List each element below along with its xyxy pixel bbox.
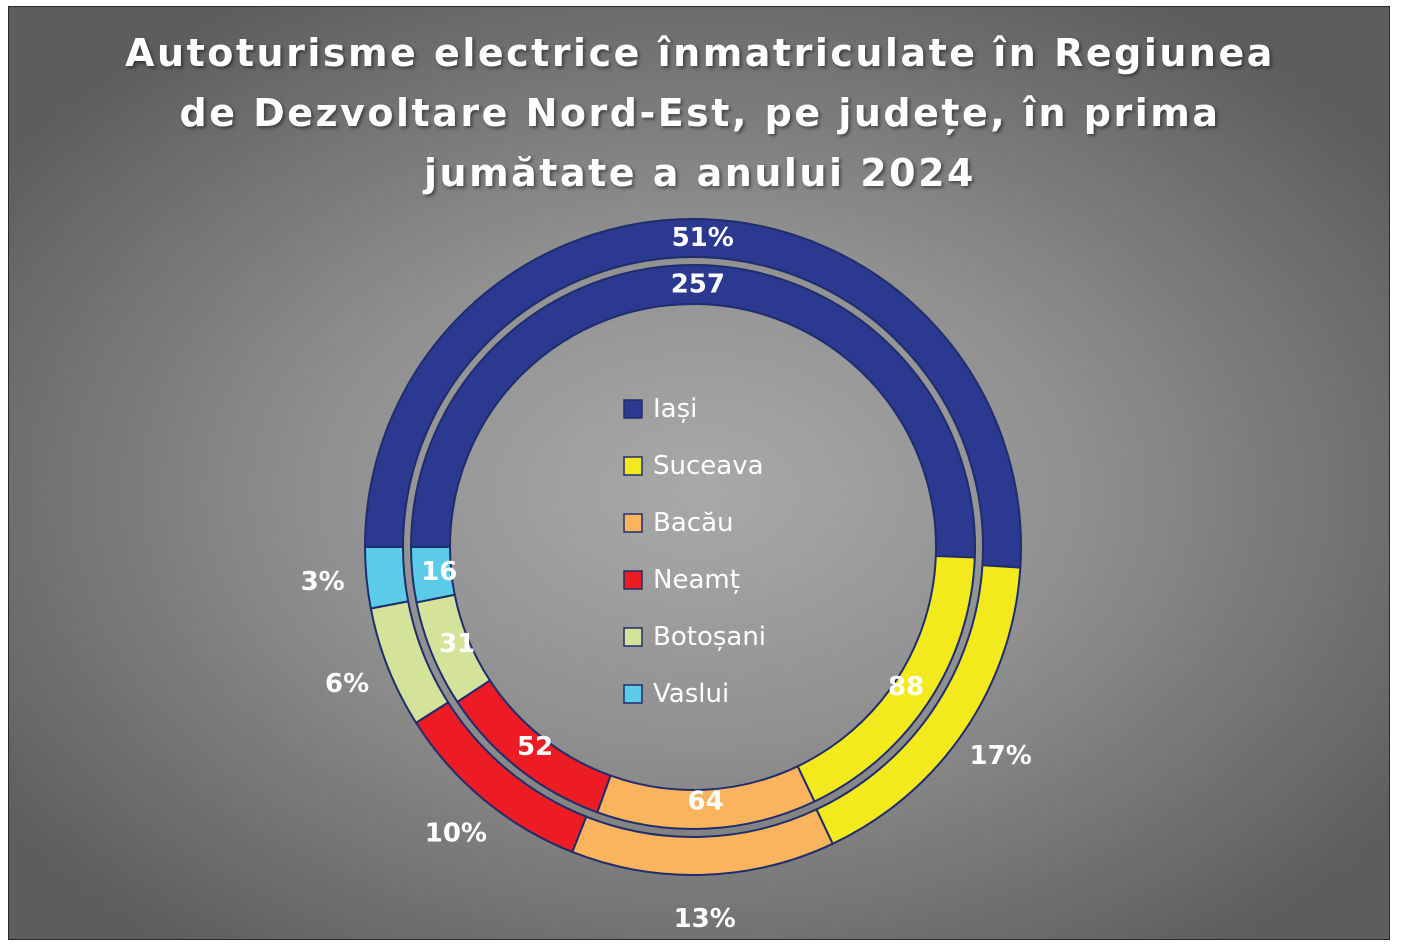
legend-label-neamt: Neamț [653,565,740,595]
data-label-value-suceava: 88 [888,672,924,702]
legend-swatch-vaslui [623,684,643,704]
data-label-percent-iasi: 51% [672,223,734,253]
legend-label-bacau: Bacău [653,508,733,538]
legend-label-botosani: Botoșani [653,622,766,652]
data-label-value-vaslui: 16 [421,557,457,587]
legend-swatch-suceava [623,456,643,476]
slice-value-iasi[interactable] [409,264,976,559]
legend-swatch-botosani [623,627,643,647]
legend-swatch-neamt [623,570,643,590]
data-label-percent-neamt: 10% [425,819,487,849]
chart-frame: Autoturisme electrice înmatriculate în R… [8,6,1390,940]
data-label-value-bacau: 64 [688,787,724,817]
donut-chart: 257 88 64 52 31 16 51% 17% 13% 10% 6% 3% Iași Suceava… [301,217,1032,934]
chart-title: Autoturisme electrice înmatriculate în R… [125,31,1275,195]
data-label-value-iasi: 257 [671,270,725,300]
legend-label-iasi: Iași [653,394,697,424]
slice-value-vaslui[interactable] [409,546,456,604]
data-label-value-botosani: 31 [439,629,475,659]
legend-swatch-bacau [623,513,643,533]
data-label-percent-vaslui: 3% [301,567,345,597]
slice-percent-vaslui[interactable] [363,546,410,610]
data-label-percent-botosani: 6% [325,669,369,699]
legend-swatch-iasi [623,399,643,419]
data-label-percent-bacau: 13% [674,904,736,934]
data-label-percent-suceava: 17% [970,741,1032,771]
legend-label-suceava: Suceava [653,451,764,481]
slice-percent-iasi[interactable] [363,217,1022,569]
data-label-value-neamt: 52 [517,732,553,762]
legend-label-vaslui: Vaslui [653,679,729,709]
